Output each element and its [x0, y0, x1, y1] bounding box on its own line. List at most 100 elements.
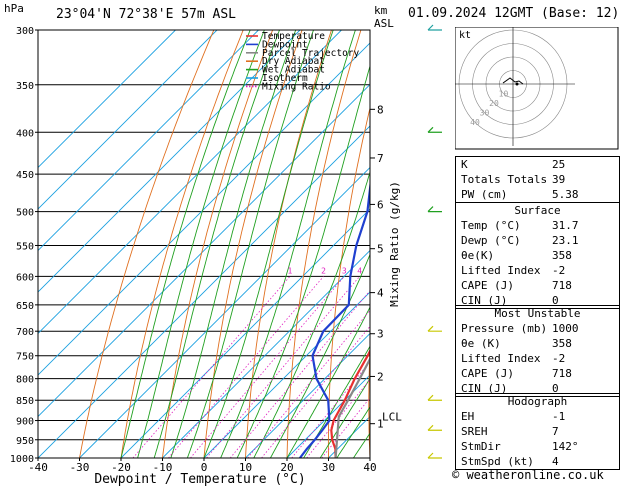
- surface-value: 718: [552, 279, 572, 292]
- most-unstable-label: CAPE (J): [461, 367, 514, 380]
- dry-adiabat-line: [620, 30, 629, 458]
- wet-adiabat-line: [236, 64, 370, 458]
- surface-label: Dewp (°C): [461, 234, 521, 247]
- hodograph-unit: kt: [459, 30, 471, 41]
- pressure-tick-label: 400: [16, 128, 34, 139]
- table-title: Most Unstable: [494, 307, 581, 320]
- most-unstable-value: 358: [552, 337, 572, 350]
- isotherm-line: [203, 291, 370, 458]
- km-tick-label: 6: [377, 198, 384, 211]
- index-value: 5.38: [552, 188, 579, 201]
- hodograph-label: SREH: [461, 425, 488, 438]
- footer-credit: © weatheronline.co.uk: [452, 468, 604, 482]
- dry-adiabat-line: [79, 30, 215, 458]
- mixing-ratio-label: 3: [342, 266, 347, 275]
- km-tick-label: 3: [377, 328, 384, 341]
- wet-adiabat-line: [220, 30, 356, 458]
- x-axis-title: Dewpoint / Temperature (°C): [94, 472, 305, 486]
- isotherm-line: [286, 374, 370, 458]
- isotherm-line: [38, 30, 301, 293]
- legend-entry: Temperature: [262, 31, 325, 42]
- pressure-tick-label: 900: [16, 417, 34, 428]
- table-title: Surface: [514, 204, 561, 217]
- table-row: StmSpd (kt) 4: [456, 454, 619, 469]
- mixing-ratio-axis-title: Mixing Ratio (g/kg): [388, 181, 401, 307]
- table-row: θe(K) 358: [456, 248, 619, 263]
- mixing-ratio-line: [206, 276, 360, 458]
- mixing-ratio-label: 16: [435, 266, 445, 275]
- isotherm-line: [38, 30, 218, 210]
- hodograph-label: EH: [461, 410, 475, 423]
- legend-entry: Parcel Trajectory: [262, 48, 360, 59]
- hodograph-ring-label: 10: [499, 90, 509, 99]
- hodograph-value: 7: [552, 425, 559, 438]
- index-label: PW (cm): [461, 188, 508, 201]
- temperature-tick-label: -30: [70, 461, 90, 474]
- table-row: EH -1: [456, 409, 619, 424]
- mixing-ratio-label: 2: [321, 266, 326, 275]
- surface-table: Surface Temp (°C) 31.7 Dewp (°C) 23.1 θe(K) 35…: [455, 202, 620, 309]
- hodograph-value: 142°: [552, 440, 579, 453]
- dry-adiabat-line: [120, 30, 244, 458]
- wind-barb: [427, 126, 442, 133]
- surface-value: 31.7: [552, 219, 579, 232]
- table-row: CIN (J) 0: [456, 381, 619, 396]
- wind-barb: [427, 424, 442, 431]
- series-dewpoint: [299, 179, 370, 458]
- isotherm-line: [162, 249, 370, 458]
- pressure-tick-label: 600: [16, 272, 34, 283]
- surface-label: θe(K): [461, 249, 495, 262]
- dry-adiabat-line: [368, 339, 370, 458]
- dry-adiabat-line: [203, 30, 303, 458]
- mixing-ratio-label: 4: [357, 266, 362, 275]
- storm-motion-marker: [515, 82, 519, 86]
- wet-adiabat-line: [303, 345, 370, 458]
- table-row: Lifted Index -2: [456, 263, 619, 278]
- series-parcel-trajectory: [334, 356, 370, 458]
- wet-adiabat-line: [286, 306, 370, 458]
- mixing-ratio-line: [247, 309, 370, 458]
- index-value: 25: [552, 158, 566, 171]
- pressure-tick-label: 500: [16, 208, 34, 219]
- most-unstable-value: 1000: [552, 322, 579, 335]
- table-row: Lifted Index -2: [456, 351, 619, 366]
- table-row: Temp (°C) 31.7: [456, 218, 619, 233]
- isotherm-line: [38, 30, 342, 335]
- temperature-tick-label: 40: [363, 461, 376, 474]
- surface-value: 358: [552, 249, 572, 262]
- table-title: Hodograph: [507, 395, 568, 408]
- datetime-header: 01.09.2024 12GMT (Base: 12): [408, 6, 620, 21]
- most-unstable-label: Pressure (mb): [461, 322, 548, 335]
- pressure-tick-label: 700: [16, 327, 34, 338]
- isotherm-line: [79, 166, 370, 458]
- temperature-tick-label: -20: [111, 461, 131, 474]
- pressure-tick-label: 1000: [10, 454, 34, 465]
- hodograph-value: -1: [552, 410, 566, 423]
- mixing-ratio-label: 6: [380, 266, 385, 275]
- dry-adiabat-line: [286, 30, 362, 458]
- km-tick-label: 1: [377, 418, 384, 431]
- km-tick-label: 5: [377, 243, 384, 256]
- km-tick-label: 4: [377, 287, 384, 300]
- dry-adiabat-line: [162, 30, 274, 458]
- most-unstable-label: θe (K): [461, 337, 501, 350]
- temperature-tick-label: 0: [201, 461, 208, 474]
- temperature-tick-label: 20: [280, 461, 293, 474]
- legend-entry: Dewpoint: [262, 39, 308, 50]
- surface-value: 23.1: [552, 234, 579, 247]
- most-unstable-value: 718: [552, 367, 572, 380]
- pressure-tick-label: 750: [16, 352, 34, 363]
- legend-entry: Isotherm: [262, 73, 308, 84]
- pressure-tick-label: 350: [16, 81, 34, 92]
- mixing-ratio-line: [261, 325, 370, 458]
- km-unit-label: km: [374, 4, 388, 17]
- most-unstable-table: Most Unstable Pressure (mb) 1000 θe (K) 358 L…: [455, 305, 620, 397]
- most-unstable-label: Lifted Index: [461, 352, 541, 365]
- lcl-label: LCL: [382, 411, 402, 424]
- temperature-tick-label: 30: [322, 461, 335, 474]
- wet-adiabat-line: [186, 30, 314, 458]
- pressure-tick-label: 950: [16, 436, 34, 447]
- surface-label: Temp (°C): [461, 219, 521, 232]
